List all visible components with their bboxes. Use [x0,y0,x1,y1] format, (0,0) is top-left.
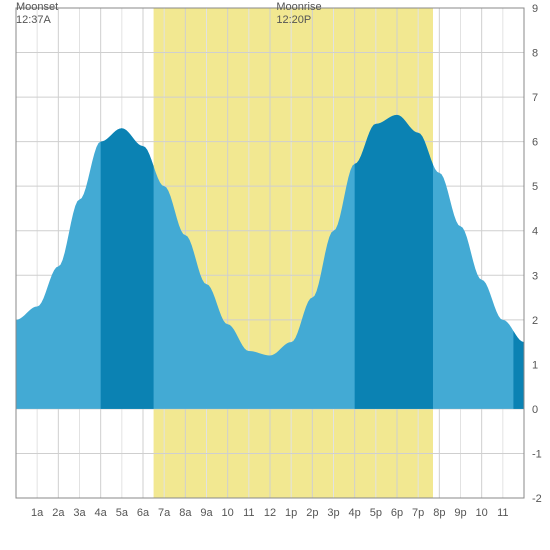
moonset-time: 12:37A [16,14,58,27]
x-tick-label: 1p [285,507,297,519]
moonrise-time: 12:20P [276,14,321,27]
x-axis-labels: 1a 2a 3a 4a 5a 6a 7a 8a 9a 10 11 12 1p 2p 3p 4p 5p 6p 7p 8p… [31,507,509,519]
x-tick-label: 2a [52,507,65,519]
moonrise-label: Moonrise [276,1,321,14]
moonset-label: Moonset [16,1,58,14]
y-tick-label: 4 [532,226,538,238]
x-tick-label: 6a [137,507,150,519]
moonset-annotation: Moonset 12:37A [16,1,58,27]
y-tick-label: 2 [532,315,538,327]
x-tick-label: 11 [497,507,508,519]
tide-fill-dark-0 [101,128,154,409]
y-tick-label: 8 [532,48,538,60]
x-tick-label: 12 [264,507,276,519]
tide-chart: -2-101234567891a2a3a4a5a6a7a8a9a1011121p… [0,0,550,550]
y-tick-label: 5 [532,181,538,193]
x-tick-label: 3p [327,507,339,519]
y-axis-labels: -2 -1 0 1 2 3 4 5 6 7 8 9 [532,3,542,505]
y-tick-label: -2 [532,493,542,505]
y-tick-label: 9 [532,3,538,15]
x-tick-label: 8a [179,507,192,519]
x-tick-label: 4p [349,507,361,519]
x-tick-label: 2p [306,507,318,519]
tide-fill-dark-2 [513,331,524,409]
y-tick-label: 3 [532,270,538,282]
x-tick-label: 10 [476,507,488,519]
x-tick-label: 5a [116,507,129,519]
moonrise-annotation: Moonrise 12:20P [276,1,321,27]
y-tick-label: 7 [532,92,538,104]
x-tick-label: 7a [158,507,171,519]
x-tick-label: 10 [222,507,234,519]
x-tick-label: 8p [433,507,445,519]
y-tick-label: 6 [532,137,538,149]
x-tick-label: 5p [370,507,382,519]
x-tick-label: 9p [454,507,466,519]
x-tick-label: 3a [73,507,86,519]
x-tick-label: 1a [31,507,44,519]
x-tick-label: 9a [200,507,213,519]
y-tick-label: -1 [532,448,542,460]
x-tick-label: 4a [95,507,108,519]
y-tick-label: 1 [532,359,538,371]
x-tick-label: 6p [391,507,403,519]
x-tick-label: 7p [412,507,424,519]
y-tick-label: 0 [532,404,538,416]
x-tick-label: 11 [243,507,254,519]
chart-svg: -2-101234567891a2a3a4a5a6a7a8a9a1011121p… [0,0,550,550]
tide-fill-dark-1 [355,115,433,409]
